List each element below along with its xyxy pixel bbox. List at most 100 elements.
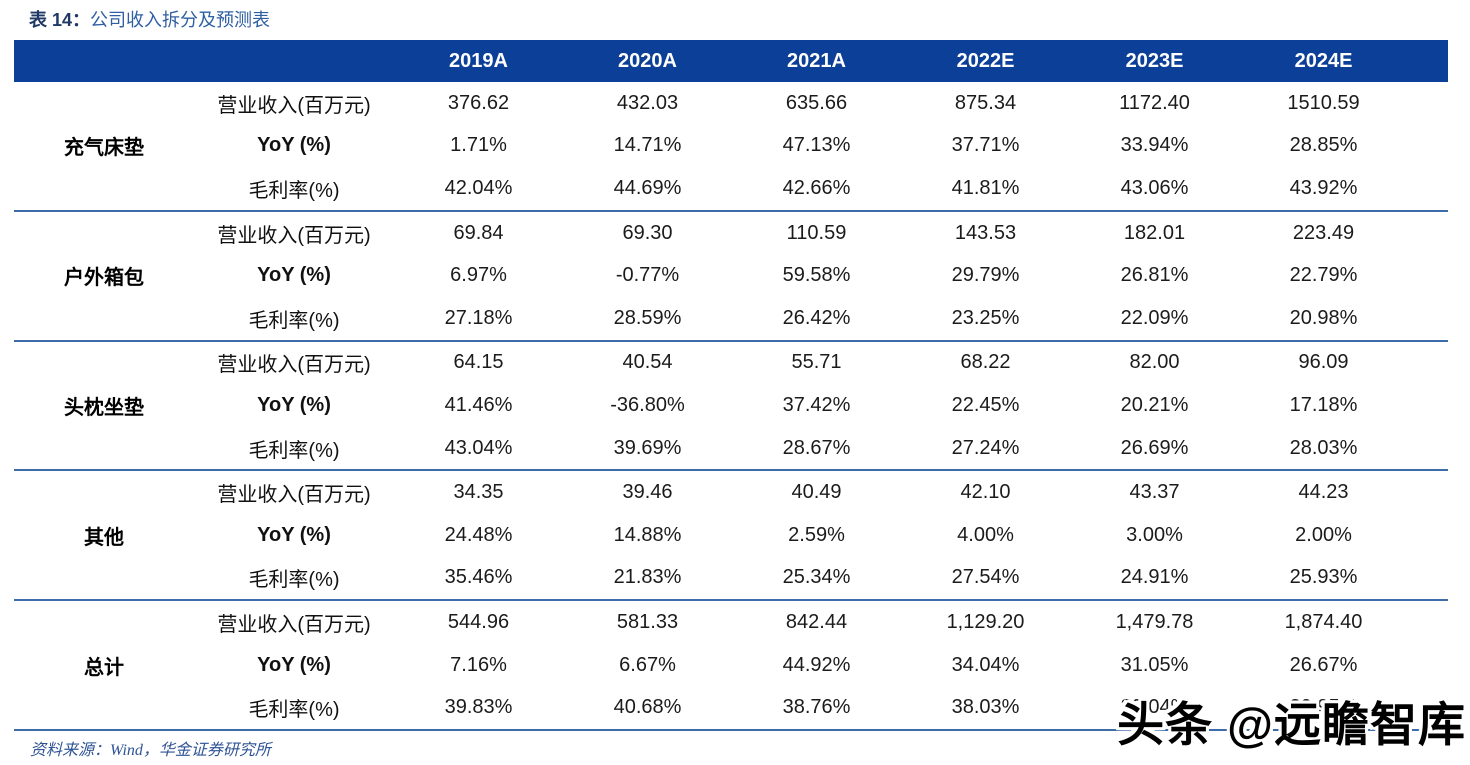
cell-value: 544.96 — [447, 610, 510, 633]
cell-value: 28.67% — [782, 436, 851, 459]
cell-value: 24.91% — [1120, 566, 1189, 589]
cell-value: 44.92% — [782, 653, 851, 676]
cell-value: 43.06% — [1120, 176, 1189, 199]
metric-label: 毛利率(%) — [248, 309, 340, 332]
group-label: 总计 — [84, 656, 124, 679]
cell-value: 581.33 — [616, 610, 679, 633]
table-group: 其他 营业收入(百万元) 34.35 39.46 40.49 42.10 43.37 44.2… — [14, 471, 1448, 602]
column-header: 2019A — [449, 49, 508, 72]
cell-value: 26.69% — [1120, 436, 1189, 459]
cell-value: 25.34% — [782, 566, 851, 589]
metric-label: YoY (%) — [257, 393, 331, 416]
cell-value: 7.16% — [450, 653, 507, 676]
cell-value: 110.59 — [786, 221, 847, 244]
table-group: 头枕坐垫 营业收入(百万元) 64.15 40.54 55.71 68.22 82.00 96… — [14, 342, 1448, 472]
cell-value: 21.83% — [613, 566, 682, 589]
cell-value: 23.25% — [951, 306, 1020, 329]
cell-value: 82.00 — [1129, 351, 1180, 374]
metric-label: 营业收入(百万元) — [217, 484, 371, 507]
column-header: 2020A — [618, 49, 677, 72]
cell-value: 1,129.20 — [946, 610, 1025, 633]
cell-value: 223.49 — [1292, 221, 1355, 244]
cell-value: 28.59% — [613, 306, 682, 329]
cell-value: 41.81% — [951, 176, 1020, 199]
cell-value: 26.42% — [782, 306, 851, 329]
cell-value: 432.03 — [616, 91, 679, 114]
metric-label: 营业收入(百万元) — [217, 224, 371, 247]
cell-value: 22.09% — [1120, 306, 1189, 329]
cell-value: 64.15 — [453, 351, 504, 374]
watermark-text: 头条 @远瞻智库 — [1117, 698, 1466, 751]
group-label: 头枕坐垫 — [64, 396, 144, 419]
cell-value: 59.58% — [782, 264, 851, 287]
cell-value: 875.34 — [954, 91, 1017, 114]
cell-value: 17.18% — [1289, 393, 1358, 416]
group-label: 户外箱包 — [64, 267, 144, 290]
metric-label: 营业收入(百万元) — [217, 354, 371, 377]
cell-value: 14.88% — [613, 523, 682, 546]
table-header-row: 2019A 2020A 2021A 2022E 2023E 2024E — [14, 40, 1448, 82]
metric-label: 毛利率(%) — [248, 439, 340, 462]
cell-value: 29.79% — [951, 264, 1020, 287]
column-header: 2024E — [1294, 49, 1353, 72]
metric-label: YoY (%) — [257, 134, 331, 157]
table-group: 充气床垫 营业收入(百万元) 376.62 432.03 635.66 875.34 117… — [14, 82, 1448, 212]
group-label: 充气床垫 — [64, 137, 144, 160]
cell-value: 2.00% — [1295, 523, 1352, 546]
cell-value: 6.67% — [619, 653, 676, 676]
cell-value: 182.01 — [1123, 221, 1186, 244]
cell-value: 842.44 — [785, 610, 848, 633]
table-body: 充气床垫 营业收入(百万元) 376.62 432.03 635.66 875.34 117… — [14, 82, 1448, 731]
cell-value: 55.71 — [791, 351, 842, 374]
column-header: 2022E — [956, 49, 1015, 72]
cell-value: 44.69% — [613, 176, 682, 199]
cell-value: 35.46% — [444, 566, 513, 589]
column-header: 2021A — [787, 49, 846, 72]
cell-value: 34.35 — [453, 481, 504, 504]
cell-value: 1172.40 — [1119, 91, 1190, 114]
metric-label: YoY (%) — [257, 653, 331, 676]
cell-value: 68.22 — [960, 351, 1011, 374]
metric-label: 毛利率(%) — [248, 179, 340, 202]
cell-value: 33.94% — [1120, 134, 1189, 157]
cell-value: 39.95% — [1289, 696, 1358, 719]
group-label: 其他 — [84, 526, 124, 549]
cell-value: 20.21% — [1120, 393, 1189, 416]
cell-value: 40.68% — [613, 696, 682, 719]
metric-label: YoY (%) — [257, 523, 331, 546]
cell-value: 1,479.78 — [1115, 610, 1194, 633]
cell-value: 1,874.40 — [1284, 610, 1363, 633]
cell-value: 27.54% — [951, 566, 1020, 589]
cell-value: 41.46% — [444, 393, 513, 416]
cell-value: 14.71% — [613, 134, 682, 157]
cell-value: 4.00% — [957, 523, 1014, 546]
metric-label: 毛利率(%) — [248, 569, 340, 592]
cell-value: 69.84 — [453, 221, 504, 244]
cell-value: 42.66% — [782, 176, 851, 199]
cell-value: 40.54 — [622, 351, 673, 374]
cell-value: 47.13% — [782, 134, 851, 157]
metric-label: 营业收入(百万元) — [217, 94, 371, 117]
cell-value: 39.83% — [444, 696, 513, 719]
cell-value: 43.04% — [444, 436, 513, 459]
cell-value: 38.76% — [782, 696, 851, 719]
cell-value: 1510.59 — [1287, 91, 1360, 114]
cell-value: 43.92% — [1289, 176, 1358, 199]
cell-value: 96.09 — [1298, 351, 1349, 374]
cell-value: 635.66 — [785, 91, 848, 114]
cell-value: 28.03% — [1289, 436, 1358, 459]
cell-value: 28.85% — [1289, 134, 1358, 157]
table-title-text: 公司收入拆分及预测表 — [90, 10, 271, 30]
cell-value: 143.53 — [954, 221, 1017, 244]
cell-value: 25.93% — [1289, 566, 1358, 589]
cell-value: 69.30 — [622, 221, 673, 244]
cell-value: 39.04% — [1120, 696, 1189, 719]
table-title: 表 14：公司收入拆分及预测表 — [29, 7, 270, 33]
cell-value: 24.48% — [444, 523, 513, 546]
cell-value: 37.42% — [782, 393, 851, 416]
cell-value: -36.80% — [610, 393, 685, 416]
cell-value: 2.59% — [788, 523, 845, 546]
metric-label: 毛利率(%) — [248, 699, 340, 722]
cell-value: 3.00% — [1126, 523, 1183, 546]
